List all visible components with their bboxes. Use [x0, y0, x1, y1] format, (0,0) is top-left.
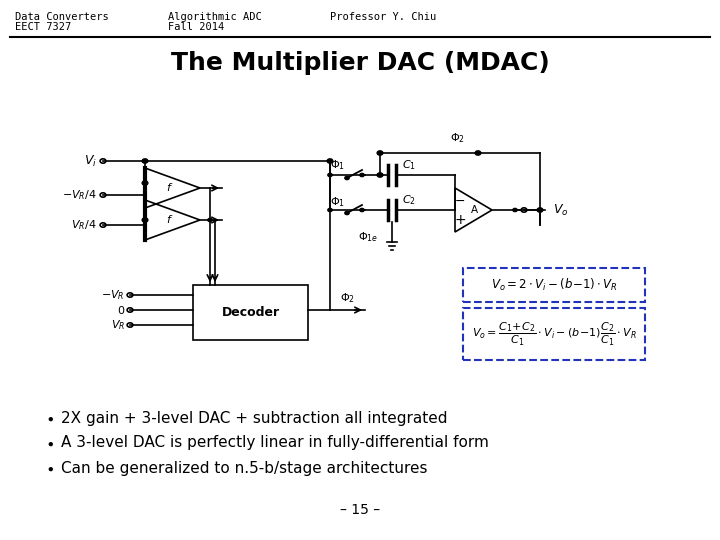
Circle shape — [475, 151, 481, 155]
Circle shape — [360, 173, 364, 177]
Circle shape — [328, 208, 332, 212]
Text: Decoder: Decoder — [222, 306, 279, 319]
Text: Data Converters: Data Converters — [15, 12, 109, 22]
Circle shape — [327, 159, 333, 163]
Circle shape — [142, 181, 148, 185]
Text: $\Phi_1$: $\Phi_1$ — [330, 158, 345, 172]
Text: $V_i$: $V_i$ — [84, 153, 97, 168]
Text: Algorithmic ADC: Algorithmic ADC — [168, 12, 262, 22]
Circle shape — [208, 218, 212, 221]
Text: The Multiplier DAC (MDAC): The Multiplier DAC (MDAC) — [171, 51, 549, 75]
Text: f: f — [166, 215, 170, 225]
Text: f: f — [166, 183, 170, 193]
Text: $V_o = \dfrac{C_1\!+\!C_2}{C_1} \cdot V_i - (b\!-\!1)\dfrac{C_2}{C_1} \cdot V_R$: $V_o = \dfrac{C_1\!+\!C_2}{C_1} \cdot V_… — [472, 320, 636, 348]
Text: $\Phi_2$: $\Phi_2$ — [340, 291, 355, 305]
Circle shape — [328, 173, 332, 177]
Circle shape — [360, 208, 364, 212]
Text: $0$: $0$ — [117, 304, 125, 316]
Text: $C_2$: $C_2$ — [402, 193, 416, 207]
Text: A 3-level DAC is perfectly linear in fully-differential form: A 3-level DAC is perfectly linear in ful… — [61, 435, 489, 450]
Text: $-V_R$: $-V_R$ — [102, 288, 125, 302]
Circle shape — [377, 151, 383, 155]
Text: $+$: $+$ — [454, 213, 466, 227]
Text: Fall 2014: Fall 2014 — [168, 22, 224, 32]
Text: $\bullet$: $\bullet$ — [45, 410, 54, 426]
Text: $V_R$: $V_R$ — [111, 318, 125, 332]
Text: Can be generalized to n.5-b/stage architectures: Can be generalized to n.5-b/stage archit… — [61, 461, 428, 476]
Circle shape — [345, 177, 349, 180]
Text: – 15 –: – 15 – — [340, 503, 380, 517]
Circle shape — [142, 218, 148, 222]
Text: $\bullet$: $\bullet$ — [45, 461, 54, 476]
Text: $-V_R/4$: $-V_R/4$ — [62, 188, 97, 202]
Text: 2X gain + 3-level DAC + subtraction all integrated: 2X gain + 3-level DAC + subtraction all … — [61, 410, 448, 426]
Text: A: A — [470, 205, 477, 215]
Text: $V_R/4$: $V_R/4$ — [71, 218, 97, 232]
Text: $C_1$: $C_1$ — [402, 158, 416, 172]
Bar — [463, 308, 645, 360]
Text: $\Phi_2$: $\Phi_2$ — [450, 131, 465, 145]
Circle shape — [377, 173, 383, 177]
Circle shape — [513, 208, 517, 212]
Text: $\Phi_1$: $\Phi_1$ — [330, 195, 345, 209]
Text: $V_o$: $V_o$ — [553, 202, 569, 218]
Circle shape — [345, 211, 349, 214]
Text: EECT 7327: EECT 7327 — [15, 22, 71, 32]
Text: $V_o = 2 \cdot V_i - (b\!-\!1) \cdot V_R$: $V_o = 2 \cdot V_i - (b\!-\!1) \cdot V_R… — [490, 277, 617, 293]
Circle shape — [142, 159, 148, 163]
Circle shape — [537, 208, 543, 212]
Text: $\bullet$: $\bullet$ — [45, 435, 54, 450]
Text: $\Phi_{1e}$: $\Phi_{1e}$ — [358, 230, 378, 244]
Bar — [463, 268, 645, 302]
Text: $-$: $-$ — [454, 193, 466, 206]
Text: Professor Y. Chiu: Professor Y. Chiu — [330, 12, 436, 22]
Bar — [193, 285, 308, 340]
